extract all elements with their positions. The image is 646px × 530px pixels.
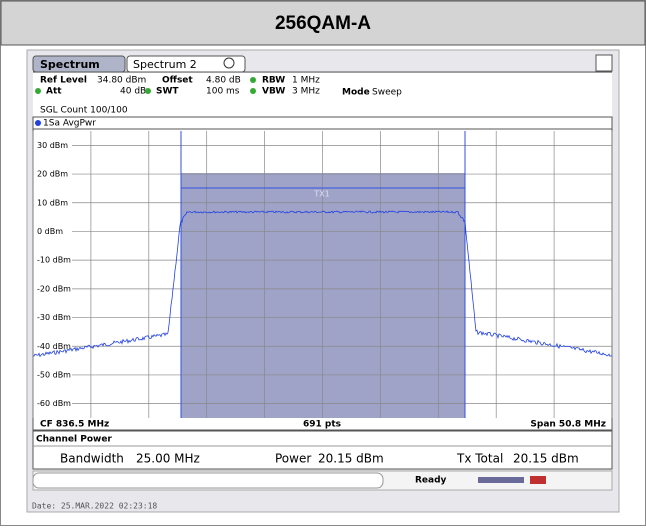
setting-value: 34.80 dBm [97,76,146,86]
y-label: -10 dBm [37,256,71,265]
bw-value: 25.00 MHz [136,452,200,466]
setting-label: RBW [262,76,285,86]
setting-label: Ref Level [40,76,87,86]
y-label: 0 dBm [37,227,63,236]
center-frequency: CF 836.5 MHz [40,420,109,430]
setting-label: SWT [156,87,179,97]
trace [32,210,612,358]
header-band [0,0,646,46]
setting-label: Mode [342,88,370,98]
setting-label: Att [46,87,62,97]
bw-label: Bandwidth [60,452,124,466]
tab-close[interactable] [223,57,235,69]
date: Date: 25.MAR.2022 02:23:18 [32,502,157,511]
y-label: -30 dBm [37,313,71,322]
setting-value: 3 MHz [292,87,320,97]
y-label: 20 dBm [37,170,68,179]
setting-value: 4.80 dB [206,76,241,86]
y-label: 30 dBm [37,141,68,150]
settings-panel [33,73,612,117]
y-label: -50 dBm [37,370,71,379]
tx-total-label: Tx Total [456,452,503,466]
y-label: -40 dBm [37,342,71,351]
status: Ready [415,476,447,486]
trace-label: 1Sa AvgPwr [43,119,96,129]
channel-band [181,173,465,418]
title: 256QAM-A [275,13,371,34]
points: 691 pts [303,420,341,430]
setting-value: 1 MHz [292,76,320,86]
y-label: -60 dBm [37,399,71,408]
tab-label[interactable]: Spectrum [40,58,100,71]
grid: 30 dBm 20 dBm 10 dBm 0 dBm -10 dBm -20 dBm -30… [32,131,613,418]
span: Span 50.8 MHz [530,420,606,430]
channel-label: TX1 [313,190,329,199]
menu-icon[interactable] [595,54,613,72]
tab-label[interactable]: Spectrum 2 [133,58,197,71]
power-value: 20.15 dBm [318,452,384,466]
y-label: -20 dBm [37,284,71,293]
y-label: 10 dBm [37,198,68,207]
setting-label: Offset [162,76,193,86]
setting-value: Sweep [372,88,402,98]
panel-title: Channel Power [36,435,112,445]
setting-label: VBW [262,87,285,97]
channel-power-panel [32,430,613,470]
power-label: Power [275,452,311,466]
tx-total-value: 20.15 dBm [513,452,579,466]
sgl-count: SGL Count 100/100 [40,106,128,116]
setting-value: 40 dB [120,87,146,97]
setting-value: 100 ms [206,87,240,97]
